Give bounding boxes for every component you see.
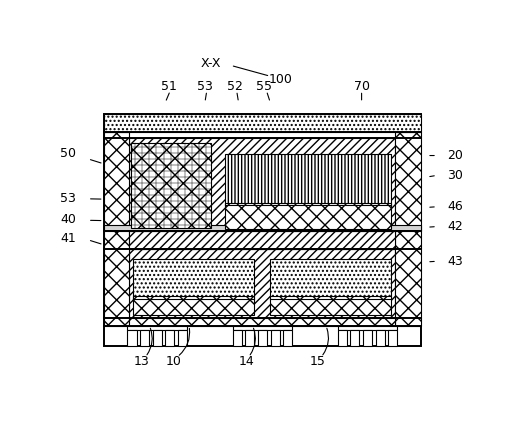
Bar	[270, 329, 280, 346]
Bar	[130, 139, 395, 231]
Bar	[232, 326, 292, 329]
Bar	[388, 329, 397, 346]
Bar	[134, 260, 254, 299]
Text: 43: 43	[447, 255, 463, 268]
Bar	[103, 114, 421, 133]
Bar	[245, 329, 254, 346]
Text: 46: 46	[447, 200, 463, 213]
Bar	[127, 326, 187, 329]
Bar	[363, 329, 372, 346]
Bar	[134, 296, 254, 315]
Text: 55: 55	[257, 80, 272, 94]
Bar	[225, 203, 391, 229]
Text: 50: 50	[60, 148, 76, 160]
Text: 70: 70	[354, 80, 370, 94]
Bar	[127, 329, 137, 346]
Bar	[103, 225, 421, 231]
Bar	[225, 154, 391, 205]
Bar	[350, 329, 359, 346]
Bar	[103, 133, 130, 326]
Text: 51: 51	[161, 80, 177, 94]
Text: 42: 42	[447, 220, 463, 233]
Text: 20: 20	[447, 149, 463, 162]
Text: 53: 53	[197, 80, 213, 94]
Text: 15: 15	[310, 356, 326, 369]
Bar	[140, 329, 149, 346]
Bar	[376, 329, 385, 346]
Bar	[270, 296, 391, 315]
Bar	[338, 329, 347, 346]
Text: X-X: X-X	[201, 57, 221, 69]
Bar	[283, 329, 292, 346]
Bar	[165, 329, 175, 346]
Text: 40: 40	[60, 214, 76, 227]
Bar	[130, 249, 395, 318]
Text: 53: 53	[60, 192, 76, 205]
Text: 52: 52	[227, 80, 243, 94]
Text: 41: 41	[60, 232, 76, 245]
Bar	[153, 329, 162, 346]
Bar	[103, 326, 421, 346]
Bar	[178, 329, 187, 346]
Bar	[338, 326, 397, 329]
Text: 13: 13	[134, 356, 150, 369]
Text: 10: 10	[165, 356, 181, 369]
Text: 100: 100	[268, 73, 292, 86]
Bar	[395, 133, 421, 326]
Bar	[130, 318, 395, 326]
Bar	[232, 329, 242, 346]
Bar	[132, 143, 211, 227]
Bar	[258, 329, 267, 346]
Bar	[270, 260, 391, 299]
Text: 30: 30	[447, 169, 463, 182]
Bar	[130, 231, 395, 249]
Text: 14: 14	[239, 356, 254, 369]
Bar	[103, 114, 421, 326]
